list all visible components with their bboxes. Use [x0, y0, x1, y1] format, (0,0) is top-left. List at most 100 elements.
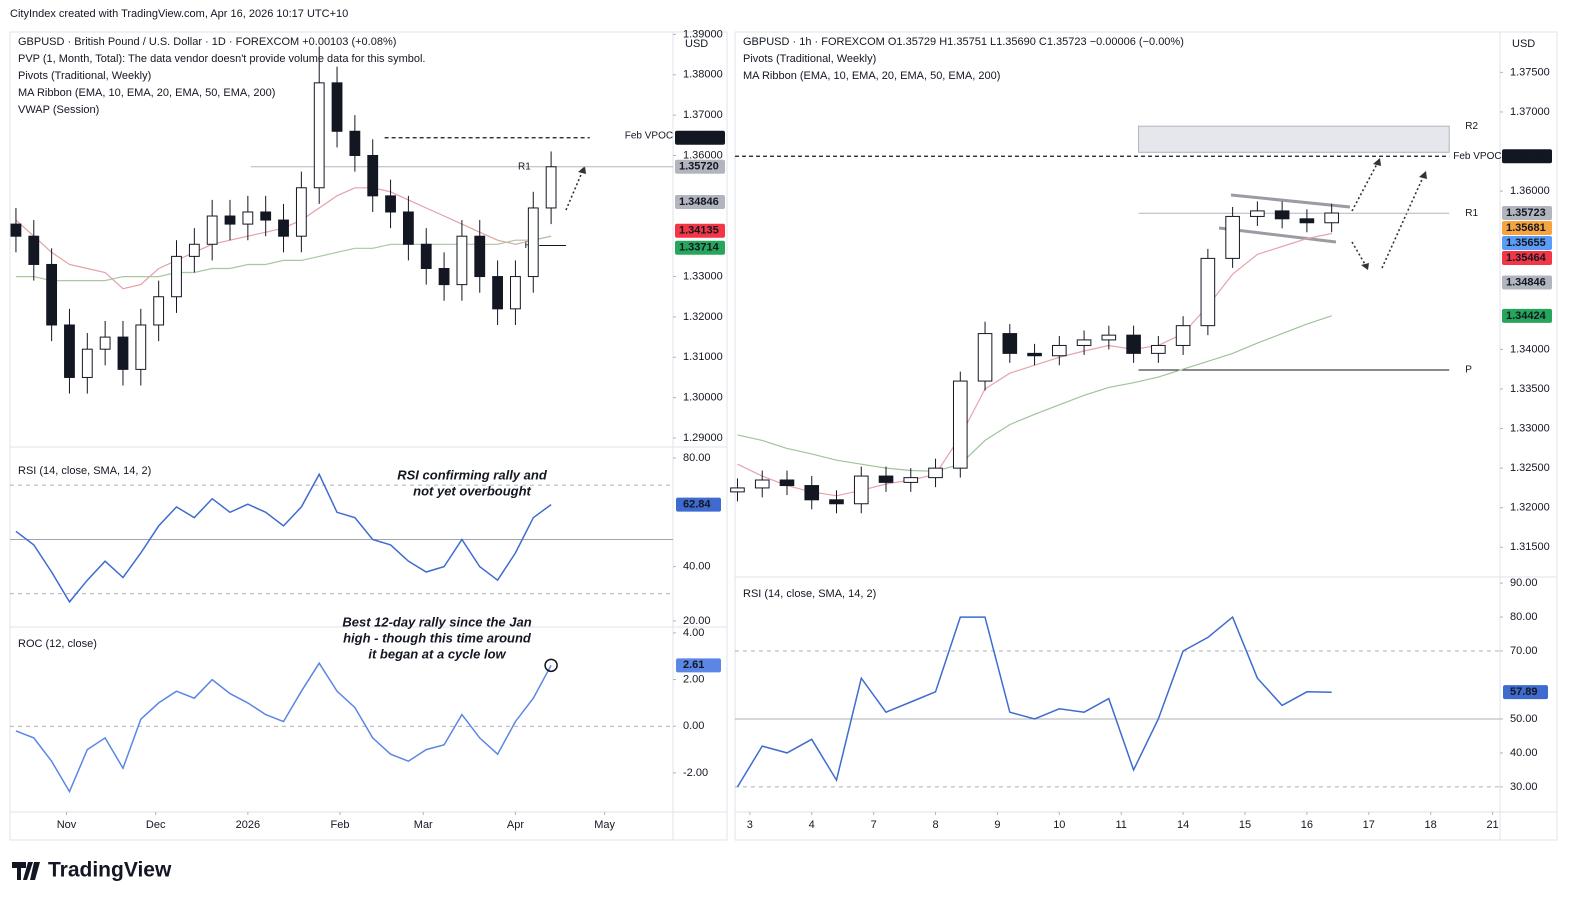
y-tick-label: 1.38000 — [683, 69, 723, 81]
candle-body — [1126, 334, 1141, 354]
candle-body — [81, 348, 93, 378]
x-tick-label: 8 — [932, 819, 938, 831]
price-badge — [1502, 308, 1552, 323]
legend-line: VWAP (Session) — [18, 104, 99, 116]
price-badge — [675, 195, 725, 210]
y-tick-label: 1.32000 — [683, 311, 723, 323]
candle-body — [278, 219, 289, 237]
price-badge — [1502, 149, 1552, 164]
highlight — [544, 658, 558, 673]
annotation: high - though this time around — [343, 630, 532, 645]
y-tick-label: 70.00 — [1510, 645, 1538, 657]
level-label: R1 — [1465, 208, 1478, 219]
y-tick-label: 1.33500 — [1510, 383, 1550, 395]
candle-body — [331, 82, 343, 132]
candle-body — [456, 235, 468, 286]
annotation: it began at a cycle low — [368, 646, 506, 661]
candle-body — [99, 336, 111, 350]
candle-body — [135, 324, 147, 370]
candle-body — [1151, 344, 1166, 354]
candle-body — [492, 276, 503, 310]
price-badge-label: 1.34424 — [1506, 310, 1547, 322]
y-tick-label: 2.00 — [683, 673, 704, 685]
candle-body — [1250, 210, 1265, 217]
candle-body — [1324, 212, 1339, 224]
price-badge — [1502, 251, 1552, 266]
candle-body — [977, 333, 993, 382]
candle-body — [1299, 218, 1315, 224]
candle-body — [206, 215, 218, 245]
last-value: 2.61 — [683, 659, 704, 671]
level-label: P — [1465, 365, 1472, 376]
y-tick-label: 0.00 — [683, 720, 704, 732]
y-tick-label: 50.00 — [1510, 713, 1538, 725]
candle-body — [46, 263, 58, 326]
level-label: Feb VPOC — [625, 130, 673, 141]
indicator-line — [736, 615, 1332, 788]
candle-body — [420, 243, 432, 269]
price-badge — [1502, 206, 1552, 221]
last-value: 62.84 — [683, 498, 711, 510]
pane-title: RSI (14, close, SMA, 14, 2) — [743, 588, 876, 600]
level-label: R2 — [1465, 121, 1478, 132]
last-value-badge — [676, 497, 721, 512]
y-tick-label: 1.37000 — [683, 109, 723, 121]
price-badge-label: 1.35720 — [679, 161, 719, 173]
candle-body — [1027, 352, 1042, 357]
y-tick-label: 80.00 — [1510, 611, 1538, 623]
candle-body — [545, 166, 557, 209]
y-tick-label: 1.31000 — [683, 351, 723, 363]
logo: TradingView — [12, 859, 172, 882]
candle-body — [829, 499, 844, 505]
x-tick-label: 17 — [1363, 819, 1375, 831]
level-label: Feb VPOC — [1453, 151, 1501, 162]
y-tick-label: 1.32500 — [1510, 462, 1550, 474]
price-badge-label: 1.34846 — [1506, 276, 1546, 288]
y-tick-label: 1.29000 — [683, 432, 723, 444]
candle-body — [402, 211, 414, 245]
candle-body — [117, 336, 129, 370]
price-badge — [1502, 275, 1552, 290]
candle-body — [903, 477, 919, 483]
candle-body — [153, 296, 165, 326]
pane-title: ROC (12, close) — [18, 638, 97, 650]
candle-body — [730, 487, 745, 493]
candle-body — [260, 211, 272, 221]
price-badge — [675, 159, 725, 174]
candle-body — [313, 82, 325, 189]
price-badge-label: 1.35655 — [1506, 237, 1546, 249]
y-tick-label: 1.36000 — [1510, 185, 1550, 197]
legend-line: GBPUSD · 1h · FOREXCOM O1.35729 H1.35751… — [743, 36, 1184, 48]
price-badge-label: 1.33714 — [679, 242, 720, 254]
y-tick-label: 1.30000 — [683, 392, 723, 404]
y-tick-label: 1.37500 — [1510, 66, 1550, 78]
candle-body — [1052, 344, 1067, 357]
candle-body — [438, 267, 450, 286]
candle-body — [853, 475, 869, 505]
currency: USD — [1512, 38, 1535, 50]
candle-body — [754, 479, 770, 489]
candle-body — [1076, 339, 1092, 346]
price-badge — [675, 240, 725, 255]
y-tick-label: 1.34000 — [1510, 343, 1550, 355]
x-tick-label: 2026 — [236, 819, 260, 831]
legend-line: Pivots (Traditional, Weekly) — [18, 70, 151, 82]
candle-body — [188, 243, 200, 257]
price-badge-label: 1.35723 — [1506, 207, 1546, 219]
price-badge — [675, 223, 725, 238]
price-badge — [1502, 236, 1552, 251]
x-tick-label: 18 — [1425, 819, 1437, 831]
candle-body — [64, 324, 75, 378]
x-tick-label: 21 — [1486, 819, 1498, 831]
y-tick-label: 1.36000 — [683, 149, 723, 161]
x-tick-label: 10 — [1053, 819, 1065, 831]
y-tick-label: 1.33000 — [1510, 422, 1550, 434]
x-tick-label: Feb — [331, 819, 350, 831]
legend-line: MA Ribbon (EMA, 10, EMA, 20, EMA, 50, EM… — [743, 70, 1000, 82]
ma-line — [737, 315, 1332, 472]
price-badge-label: 1.35464 — [1506, 252, 1547, 264]
candle-body — [1274, 210, 1290, 220]
level-label: R1 — [518, 161, 531, 172]
price-badge-label: 1.36440 — [679, 132, 719, 144]
candle-body — [28, 235, 40, 265]
